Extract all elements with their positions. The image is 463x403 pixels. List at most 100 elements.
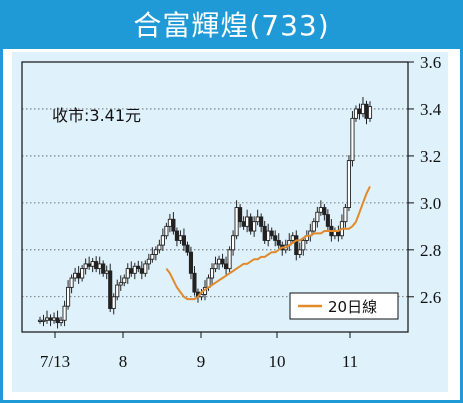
- candle-body: [90, 261, 95, 267]
- candle: [227, 246, 232, 273]
- candle: [143, 260, 148, 277]
- candle-body: [325, 214, 330, 227]
- candle: [83, 258, 88, 275]
- candle: [122, 274, 127, 287]
- candle: [178, 230, 183, 244]
- candle: [318, 200, 323, 216]
- candle: [157, 239, 162, 254]
- candle-body: [353, 108, 359, 119]
- x-tick-label: 11: [342, 352, 358, 371]
- candle-body: [209, 268, 215, 279]
- candle: [97, 256, 102, 275]
- candle-body: [350, 117, 355, 162]
- candle: [59, 316, 64, 327]
- candle: [41, 314, 46, 327]
- candle-body: [139, 268, 144, 274]
- candle-body: [129, 268, 134, 274]
- candle: [51, 312, 57, 324]
- candle: [167, 213, 172, 233]
- candle: [220, 253, 225, 268]
- candle-body: [55, 317, 60, 324]
- candle: [360, 96, 366, 118]
- candle: [350, 111, 355, 167]
- chart-title: 合富輝煌(733): [3, 3, 460, 49]
- candle-body: [115, 284, 120, 298]
- candle-body: [213, 263, 218, 270]
- candle-body: [48, 317, 53, 321]
- candle: [160, 228, 165, 251]
- candle-body: [62, 305, 67, 321]
- candle-body: [37, 319, 43, 322]
- candlestick-series: [37, 96, 373, 329]
- candle-body: [364, 103, 369, 119]
- ma-20-line: [165, 185, 371, 301]
- candle: [153, 246, 158, 261]
- moving-average-series: [165, 185, 371, 301]
- candle: [174, 227, 179, 247]
- grid-lines: [22, 108, 408, 298]
- candle: [129, 261, 134, 277]
- candle-body: [174, 230, 179, 241]
- candle-body: [311, 221, 316, 232]
- y-tick-label: 3.0: [420, 194, 441, 213]
- candle-body: [262, 225, 267, 241]
- candle: [343, 204, 348, 228]
- candle: [69, 274, 74, 294]
- candle-body: [101, 263, 106, 274]
- candle-body: [266, 230, 271, 241]
- candle: [44, 310, 50, 324]
- candle-body: [297, 249, 302, 255]
- candle-body: [318, 207, 323, 213]
- candle-body: [51, 317, 57, 321]
- candle-body: [241, 221, 246, 227]
- candle-body: [252, 221, 257, 232]
- candle: [104, 265, 109, 280]
- candle: [192, 266, 197, 296]
- candle: [55, 310, 60, 329]
- candle-body: [108, 270, 113, 309]
- candle: [181, 228, 186, 251]
- candle-body: [80, 268, 85, 279]
- candle-body: [301, 239, 306, 251]
- candle-body: [220, 258, 225, 265]
- candle: [259, 213, 264, 233]
- candle: [273, 230, 278, 247]
- candle-body: [181, 235, 186, 246]
- candle-body: [192, 272, 197, 293]
- candle: [37, 316, 43, 324]
- candle: [139, 261, 144, 280]
- candle-body: [44, 317, 50, 321]
- candle-body: [111, 296, 116, 309]
- candle: [48, 314, 53, 327]
- candle: [234, 200, 239, 240]
- y-tick-label: 3.6: [420, 53, 441, 72]
- candle-body: [146, 258, 151, 265]
- candle: [146, 253, 151, 270]
- candle-body: [315, 211, 320, 223]
- candle: [357, 103, 362, 120]
- candle-body: [360, 103, 366, 115]
- candle-body: [273, 235, 278, 241]
- candle: [297, 242, 302, 259]
- candle-body: [259, 216, 264, 227]
- candle: [245, 209, 250, 233]
- candle: [255, 209, 260, 226]
- candle: [209, 263, 215, 284]
- legend: 20日線: [289, 292, 399, 320]
- candle-body: [276, 239, 281, 246]
- candle: [118, 275, 123, 291]
- y-tick-label: 3.2: [420, 147, 441, 166]
- candle-body: [157, 244, 162, 251]
- candle: [125, 263, 130, 284]
- candle: [150, 247, 155, 263]
- candle-body: [185, 244, 190, 253]
- candle-body: [178, 235, 183, 241]
- candle-body: [69, 277, 74, 288]
- candle: [164, 222, 169, 240]
- candle-body: [73, 272, 78, 279]
- candle-body: [167, 218, 172, 227]
- candle-body: [238, 207, 243, 223]
- candle: [325, 209, 330, 230]
- candle-body: [248, 216, 253, 232]
